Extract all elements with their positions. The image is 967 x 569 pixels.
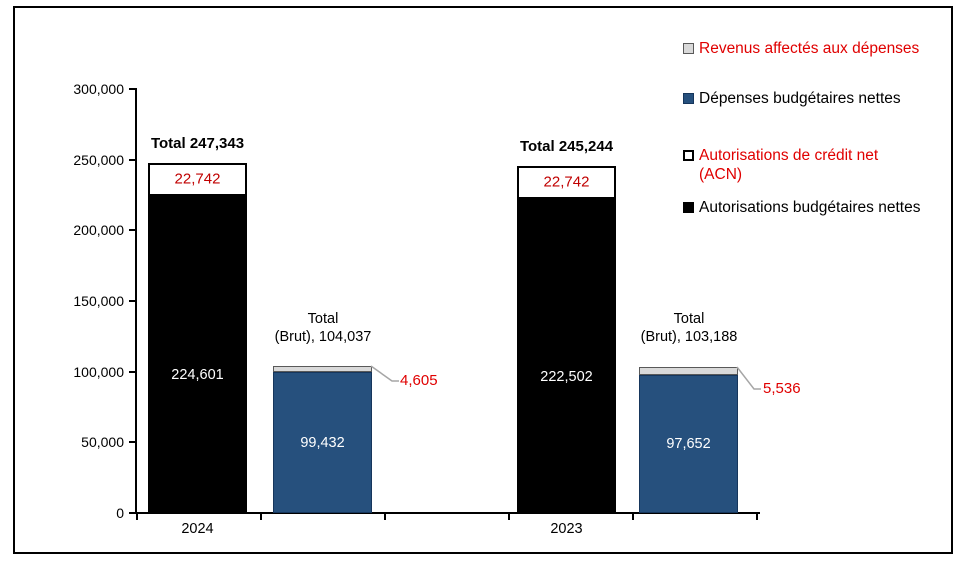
legend-label-line2: (ACN) [699, 166, 743, 183]
bar-2023-depenses-budgetaires-nettes: 97,652 [639, 374, 738, 513]
category-label-2023: 2023 [550, 521, 583, 537]
bar-2024-autorisations-budgetaires-nettes: 224,601 [148, 195, 247, 513]
legend-label: Autorisations de crédit net (ACN) [699, 146, 878, 184]
x-tick-mark [632, 512, 634, 520]
legend-item-revenus-affectes: Revenus affectés aux dépenses [683, 39, 919, 58]
bar-2024-autorisations-credit-net: 22,742 [148, 163, 247, 196]
bar-2023-autorisations-credit-net: 22,742 [517, 166, 616, 199]
x-tick-mark [260, 512, 262, 520]
gross-total-line2: (Brut), 103,188 [640, 329, 738, 345]
bar-2023-autorisations-budgetaires-nettes: 222,502 [517, 198, 616, 513]
y-tick-label: 150,000 [73, 293, 124, 309]
bar-value-label: 22,742 [543, 173, 590, 191]
legend-label-line1: Autorisations de crédit net [699, 147, 879, 164]
black-square-icon [683, 202, 694, 213]
chart-border [13, 6, 953, 554]
y-tick-mark [129, 512, 137, 514]
total-label-2024: Total 247,343 [150, 135, 245, 153]
y-tick-mark [129, 300, 137, 302]
x-tick-mark [756, 512, 758, 520]
bar-value-label: 22,742 [174, 170, 221, 188]
annotation-revenus-2024: 4,605 [400, 372, 438, 389]
x-tick-mark [136, 512, 138, 520]
white-square-icon [683, 150, 694, 161]
bar-value-label: 99,432 [300, 434, 345, 451]
bar-value-label: 97,652 [666, 435, 711, 452]
y-tick-mark [129, 159, 137, 161]
y-tick-mark [129, 88, 137, 90]
gross-total-label-2023: Total (Brut), 103,188 [614, 310, 764, 346]
bar-value-label: 222,502 [540, 368, 593, 385]
blue-square-icon [683, 93, 694, 104]
legend-label: Revenus affectés aux dépenses [699, 40, 920, 57]
y-tick-mark [129, 371, 137, 373]
y-tick-label: 250,000 [73, 152, 124, 168]
legend-item-autorisations-credit-net: Autorisations de crédit net (ACN) [683, 146, 878, 184]
gray-square-icon [683, 43, 694, 54]
bar-2024-revenus-affectes [273, 365, 372, 373]
gross-total-line1: Total [673, 311, 705, 327]
y-tick-label: 0 [116, 505, 124, 521]
y-tick-label: 300,000 [73, 81, 124, 97]
legend-label: Autorisations budgétaires nettes [699, 199, 921, 216]
y-tick-label: 50,000 [81, 434, 124, 450]
legend-label: Dépenses budgétaires nettes [699, 90, 901, 107]
x-axis [135, 512, 760, 514]
y-tick-label: 100,000 [73, 364, 124, 380]
x-tick-mark [508, 512, 510, 520]
annotation-revenus-2023: 5,536 [763, 380, 801, 397]
leader-line-2023 [736, 366, 761, 390]
y-tick-label: 200,000 [73, 222, 124, 238]
legend-item-autorisations-nettes: Autorisations budgétaires nettes [683, 198, 920, 217]
y-tick-mark [129, 229, 137, 231]
bar-value-label: 224,601 [171, 367, 224, 384]
leader-line-2024 [370, 365, 399, 382]
bar-2023-revenus-affectes [639, 367, 738, 375]
gross-total-line2: (Brut), 104,037 [274, 329, 372, 345]
bar-2024-depenses-budgetaires-nettes: 99,432 [273, 372, 372, 513]
gross-total-line1: Total [307, 311, 339, 327]
gross-total-label-2024: Total (Brut), 104,037 [248, 310, 398, 346]
total-label-2023: Total 245,244 [519, 138, 614, 156]
x-tick-mark [384, 512, 386, 520]
y-tick-mark [129, 441, 137, 443]
legend-item-depenses-nettes: Dépenses budgétaires nettes [683, 89, 901, 108]
category-label-2024: 2024 [181, 521, 214, 537]
